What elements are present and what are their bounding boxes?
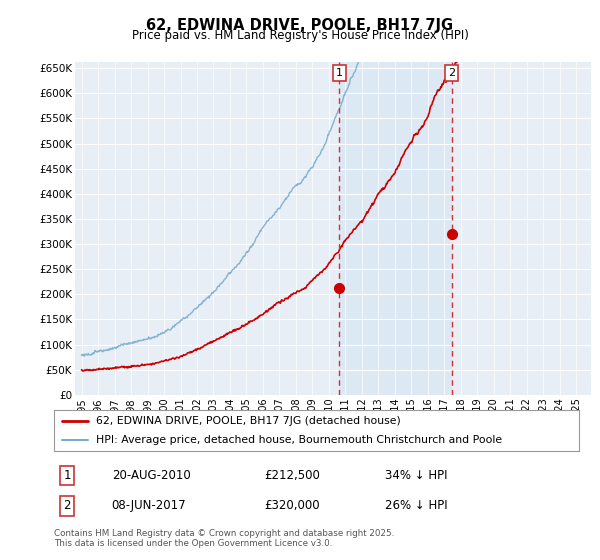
Text: 1: 1 [64, 469, 71, 482]
Text: 20-AUG-2010: 20-AUG-2010 [112, 469, 191, 482]
Text: £320,000: £320,000 [264, 500, 320, 512]
Text: Contains HM Land Registry data © Crown copyright and database right 2025.
This d: Contains HM Land Registry data © Crown c… [54, 529, 394, 548]
Bar [339, 62, 452, 395]
Text: 2: 2 [448, 68, 455, 78]
Text: Price paid vs. HM Land Registry's House Price Index (HPI): Price paid vs. HM Land Registry's House … [131, 29, 469, 42]
Text: 1: 1 [336, 68, 343, 78]
Text: £212,500: £212,500 [264, 469, 320, 482]
Text: 62, EDWINA DRIVE, POOLE, BH17 7JG (detached house): 62, EDWINA DRIVE, POOLE, BH17 7JG (detac… [96, 417, 401, 426]
Text: 2: 2 [64, 500, 71, 512]
Text: 62, EDWINA DRIVE, POOLE, BH17 7JG: 62, EDWINA DRIVE, POOLE, BH17 7JG [146, 18, 454, 34]
Text: 08-JUN-2017: 08-JUN-2017 [112, 500, 187, 512]
Text: 26% ↓ HPI: 26% ↓ HPI [385, 500, 448, 512]
Text: HPI: Average price, detached house, Bournemouth Christchurch and Poole: HPI: Average price, detached house, Bour… [96, 435, 502, 445]
Text: 34% ↓ HPI: 34% ↓ HPI [385, 469, 447, 482]
